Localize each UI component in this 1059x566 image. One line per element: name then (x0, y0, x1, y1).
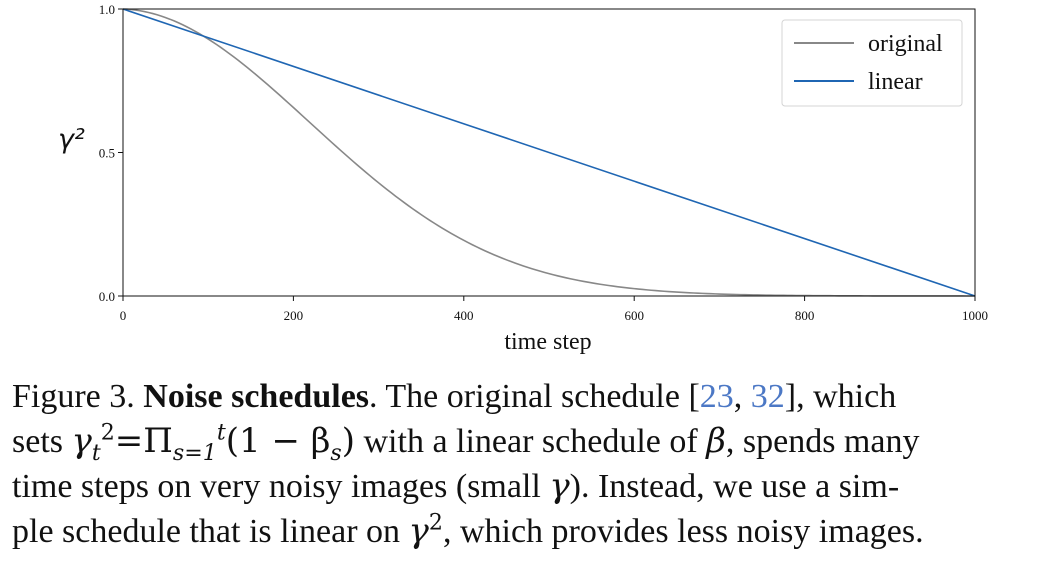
math-subscript: t (91, 439, 101, 466)
caption-line-4: ple schedule that is linear on γ2, which… (12, 509, 1052, 554)
caption-text: with a linear schedule of (355, 423, 707, 460)
caption-text: ple schedule that is linear on (12, 513, 409, 550)
legend-label-original: original (868, 31, 943, 57)
caption-text: time steps on very noisy images (small (12, 468, 550, 505)
caption-line-1: Figure 3. Noise schedules. The original … (12, 374, 1052, 419)
x-tick-label: 1000 (962, 308, 988, 323)
math-gamma: γ (549, 466, 570, 506)
caption-line-2: sets γt2=Πs=1t(1 − βs) with a linear sch… (12, 419, 1052, 464)
caption-text: ). Instead, we use a sim- (569, 468, 900, 505)
caption-text: . The original schedule [ (369, 378, 700, 415)
x-tick-label: 0 (120, 308, 127, 323)
caption-text: sets (12, 423, 72, 460)
math-product: =Π (114, 421, 173, 461)
math-superscript: t (216, 419, 226, 446)
caption-text: , spends many (725, 423, 920, 460)
legend-label-linear: linear (868, 69, 923, 95)
figure-caption: Figure 3. Noise schedules. The original … (12, 374, 1052, 554)
math-superscript: 2 (100, 419, 115, 446)
math-beta: β (706, 421, 726, 461)
series-line-linear (122, 8, 976, 297)
citation-separator: , (733, 378, 751, 415)
math-subscript: s (330, 439, 342, 466)
y-tick-label: 0.0 (99, 289, 115, 304)
noise-schedule-chart: 0 200 400 600 800 1000 1.0 0.5 0.0 time step γ² ori… (58, 2, 988, 355)
math-gamma: γ (71, 421, 92, 461)
legend-box (781, 19, 963, 107)
math-paren: (1 − β (225, 421, 331, 461)
y-tick-label: 1.0 (99, 2, 115, 17)
x-axis-label: time step (504, 329, 591, 355)
x-tick-label: 400 (454, 308, 474, 323)
y-axis-label: γ² (58, 124, 85, 155)
math-gamma: γ (408, 511, 429, 551)
citation-link[interactable]: 23 (699, 378, 734, 415)
caption-text: ], which (784, 378, 897, 415)
x-tick-label: 800 (795, 308, 815, 323)
math-close: ) (341, 421, 355, 461)
x-tick-label: 200 (284, 308, 304, 323)
caption-title: Noise schedules (143, 378, 370, 415)
plot-area: 0 200 400 600 800 1000 1.0 0.5 0.0 time step γ² ori… (58, 2, 988, 355)
math-subscript: s=1 (172, 439, 217, 466)
x-tick-label: 600 (624, 308, 644, 323)
math-superscript: 2 (428, 509, 443, 536)
caption-text: , which provides less noisy images. (442, 513, 924, 550)
citation-link[interactable]: 32 (750, 378, 785, 415)
chart-container: 0 200 400 600 800 1000 1.0 0.5 0.0 time step γ² ori… (58, 2, 988, 355)
y-tick-label: 0.5 (99, 146, 115, 161)
caption-line-3: time steps on very noisy images (small γ… (12, 464, 1052, 509)
figure-label: Figure 3. (12, 378, 135, 415)
